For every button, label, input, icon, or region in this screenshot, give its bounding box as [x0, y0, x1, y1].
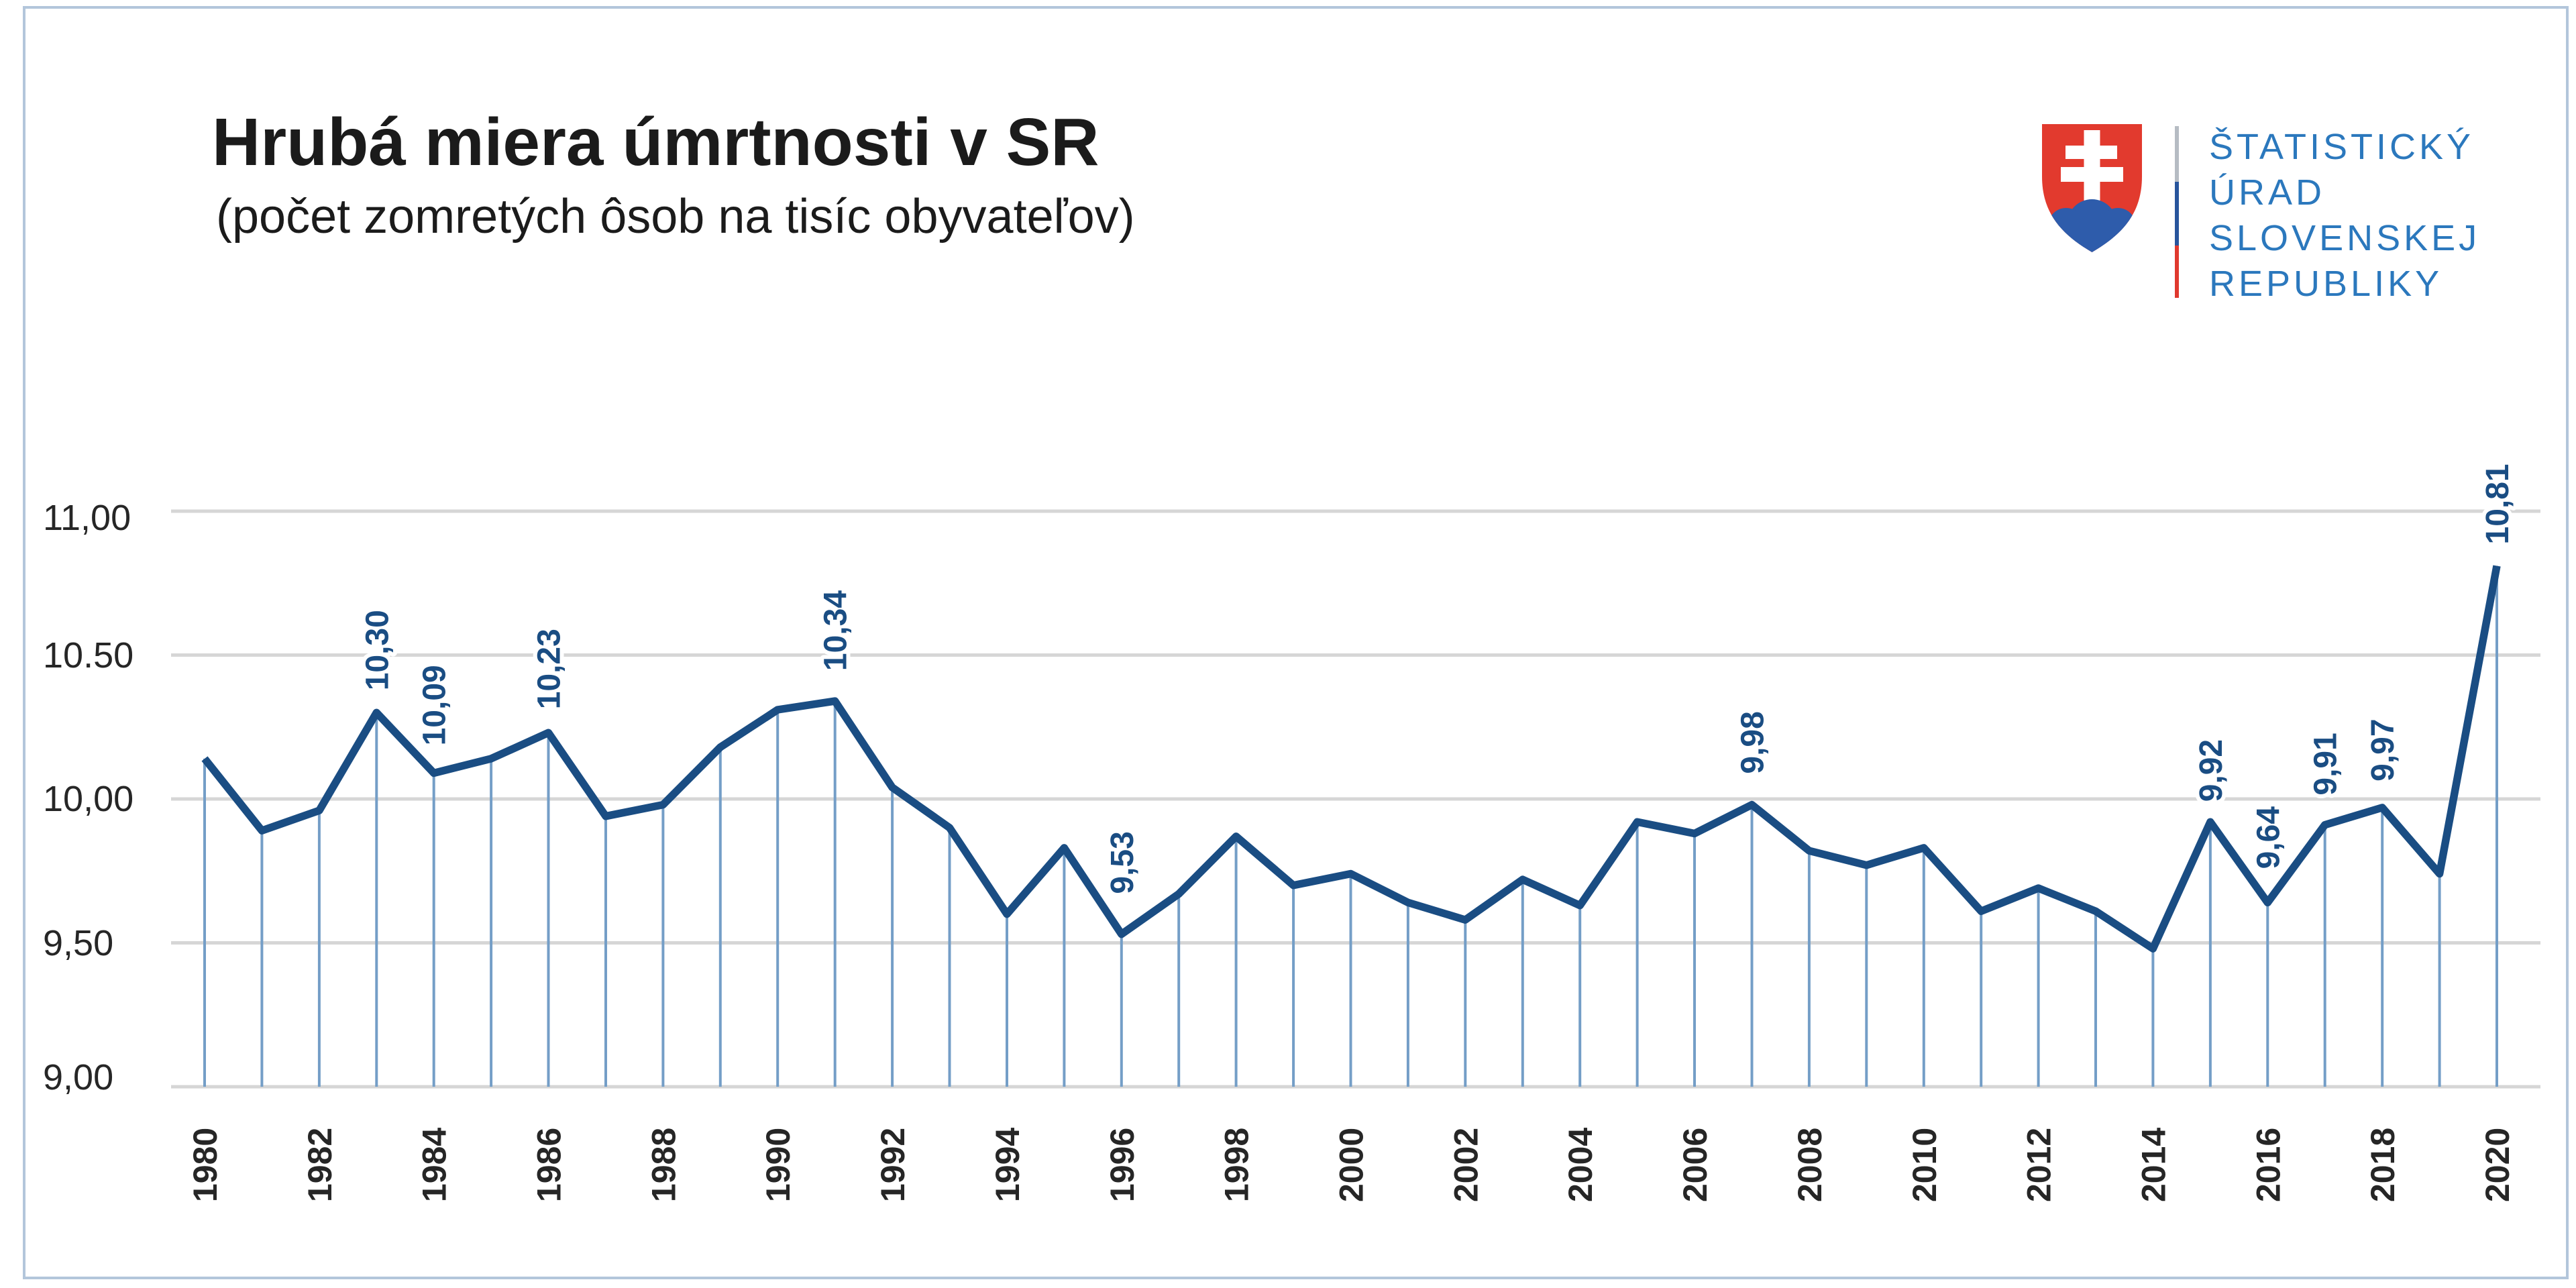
svg-text:1984: 1984	[416, 1128, 453, 1202]
svg-text:9,98: 9,98	[1735, 711, 1771, 773]
svg-text:REPUBLIKY: REPUBLIKY	[2209, 264, 2443, 304]
svg-text:10,30: 10,30	[360, 610, 395, 690]
svg-text:9,53: 9,53	[1105, 831, 1140, 894]
svg-text:2008: 2008	[1791, 1128, 1829, 1202]
svg-text:2002: 2002	[1447, 1128, 1485, 1202]
svg-text:1990: 1990	[759, 1128, 797, 1202]
svg-text:10,00: 10,00	[43, 779, 133, 819]
svg-text:2000: 2000	[1333, 1128, 1371, 1202]
svg-text:2020: 2020	[2479, 1128, 2516, 1202]
svg-text:2004: 2004	[1562, 1128, 1599, 1202]
svg-text:1994: 1994	[989, 1128, 1026, 1202]
svg-text:ŠTATISTICKÝ: ŠTATISTICKÝ	[2209, 127, 2474, 167]
svg-text:2006: 2006	[1676, 1128, 1714, 1202]
svg-text:11,00: 11,00	[43, 498, 131, 538]
svg-text:1998: 1998	[1218, 1128, 1256, 1202]
svg-text:9,64: 9,64	[2251, 806, 2286, 869]
svg-text:2016: 2016	[2249, 1128, 2287, 1202]
svg-text:2010: 2010	[1906, 1128, 1943, 1202]
svg-text:(počet zomretých ôsob na tisíc: (počet zomretých ôsob na tisíc obyvateľo…	[216, 190, 1135, 244]
svg-text:10,81: 10,81	[2480, 464, 2516, 544]
svg-text:9,00: 9,00	[43, 1057, 113, 1097]
svg-text:ÚRAD: ÚRAD	[2209, 172, 2325, 213]
svg-text:1980: 1980	[186, 1128, 224, 1202]
svg-text:10,23: 10,23	[532, 629, 568, 709]
svg-text:9,92: 9,92	[2194, 739, 2229, 802]
svg-text:2012: 2012	[2021, 1128, 2058, 1202]
svg-text:1982: 1982	[301, 1128, 339, 1202]
svg-text:1988: 1988	[645, 1128, 682, 1202]
svg-text:10.50: 10.50	[43, 635, 133, 676]
svg-text:1986: 1986	[531, 1128, 568, 1202]
svg-text:10,09: 10,09	[417, 665, 453, 745]
svg-text:10,34: 10,34	[818, 590, 854, 671]
svg-text:1992: 1992	[874, 1128, 912, 1202]
svg-text:9,91: 9,91	[2308, 733, 2344, 795]
svg-text:2018: 2018	[2364, 1128, 2402, 1202]
svg-text:Hrubá miera úmrtnosti v SR: Hrubá miera úmrtnosti v SR	[212, 105, 1099, 180]
svg-text:9,97: 9,97	[2365, 718, 2401, 781]
svg-text:1996: 1996	[1104, 1128, 1141, 1202]
svg-text:2014: 2014	[2135, 1128, 2172, 1202]
svg-text:9,50: 9,50	[43, 923, 113, 963]
svg-text:SLOVENSKEJ: SLOVENSKEJ	[2209, 218, 2480, 258]
